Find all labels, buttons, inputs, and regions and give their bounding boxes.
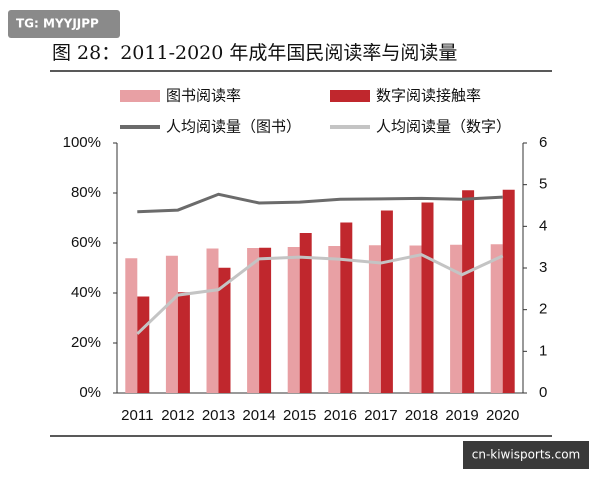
y-tick-label: 60%: [71, 234, 101, 251]
bar: [368, 245, 381, 393]
watermark-box: [463, 441, 589, 469]
x-tick-label: 2015: [283, 407, 316, 424]
legend-label: 人均阅读量（图书）: [166, 118, 301, 136]
bar: [421, 202, 434, 393]
bar: [259, 247, 272, 393]
x-tick-label: 2012: [161, 407, 194, 424]
bar: [450, 244, 463, 393]
bar: [218, 267, 231, 393]
legend-label: 图书阅读率: [166, 87, 241, 105]
legend-swatch: [330, 90, 370, 102]
bar: [490, 244, 503, 393]
y-tick-label: 80%: [71, 184, 101, 201]
y-tick-label: 0%: [79, 384, 101, 401]
bar: [340, 222, 353, 393]
bar: [287, 247, 300, 393]
y2-tick-label: 4: [539, 217, 547, 234]
bar: [409, 245, 422, 393]
bar: [137, 296, 150, 393]
chart-title: 图 28：2011-2020 年成年国民阅读率与阅读量: [52, 42, 457, 64]
bar: [206, 248, 219, 393]
bar: [380, 210, 393, 393]
legend-swatch: [120, 90, 160, 102]
legend-label: 数字阅读接触率: [376, 87, 481, 105]
watermark: TG: MYYJJPP: [16, 17, 99, 31]
y2-tick-label: 1: [539, 342, 547, 359]
y-tick-label: 40%: [71, 284, 101, 301]
x-tick-label: 2019: [445, 407, 478, 424]
line: [137, 192, 503, 214]
x-tick-label: 2013: [202, 407, 235, 424]
legend-label: 人均阅读量（数字）: [376, 118, 511, 136]
y-tick-label: 20%: [71, 334, 101, 351]
x-tick-label: 2018: [405, 407, 438, 424]
y-tick-label: 100%: [63, 134, 101, 151]
y2-tick-label: 5: [539, 176, 547, 193]
bar: [502, 189, 515, 393]
bar: [462, 190, 475, 393]
bar: [177, 292, 190, 393]
watermark: cn-kiwisports.com: [472, 448, 581, 462]
bar: [125, 258, 138, 393]
bar: [328, 246, 341, 393]
x-tick-label: 2020: [486, 407, 519, 424]
y2-tick-label: 2: [539, 301, 547, 318]
y2-tick-label: 6: [539, 134, 547, 151]
x-tick-label: 2011: [121, 407, 153, 424]
y2-tick-label: 3: [539, 259, 547, 276]
x-tick-label: 2014: [242, 407, 275, 424]
x-tick-label: 2017: [364, 407, 397, 424]
x-tick-label: 2016: [324, 407, 357, 424]
watermark-box: [8, 10, 120, 38]
bar: [165, 255, 178, 393]
bar: [299, 233, 312, 393]
y2-tick-label: 0: [539, 384, 547, 401]
bar: [247, 248, 260, 393]
line: [136, 253, 504, 335]
